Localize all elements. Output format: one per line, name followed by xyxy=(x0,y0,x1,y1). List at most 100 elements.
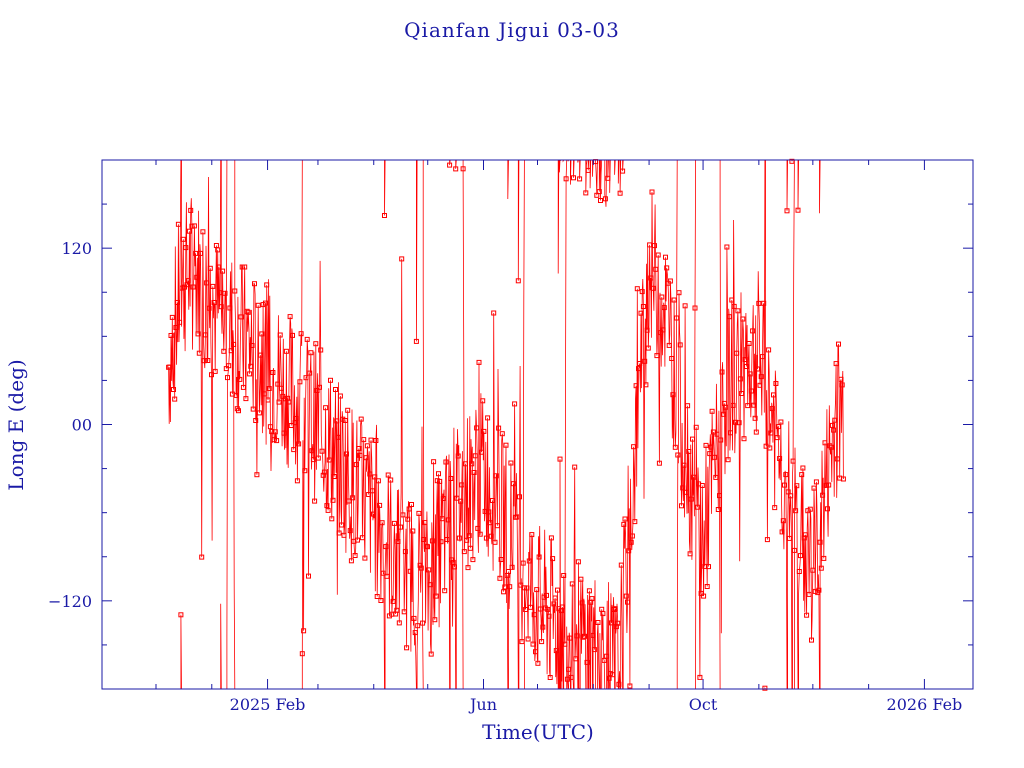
data-point-marker xyxy=(600,611,606,617)
data-point-marker xyxy=(458,498,464,504)
data-point-marker xyxy=(632,519,638,525)
data-point-marker xyxy=(720,411,726,417)
data-point-marker xyxy=(372,474,378,480)
data-point-marker xyxy=(615,620,621,626)
data-point-marker xyxy=(304,336,310,342)
data-point-marker xyxy=(254,472,260,478)
data-point-marker xyxy=(768,430,774,436)
data-point-marker xyxy=(486,509,492,515)
data-point-marker xyxy=(717,493,722,499)
data-point-marker xyxy=(679,503,684,509)
series-line xyxy=(168,159,844,690)
data-point-marker xyxy=(596,189,602,195)
data-point-marker xyxy=(656,460,662,466)
data-point-marker xyxy=(825,506,830,512)
data-point-marker xyxy=(306,573,311,579)
data-point-marker xyxy=(399,256,405,262)
data-point-marker xyxy=(512,401,518,407)
data-point-marker xyxy=(777,456,783,461)
data-point-marker xyxy=(479,449,484,455)
data-point-marker xyxy=(728,430,733,436)
data-point-marker xyxy=(469,461,475,467)
data-point-marker xyxy=(779,529,785,535)
data-point-marker xyxy=(183,245,189,251)
data-point-marker xyxy=(649,189,655,195)
data-point-marker xyxy=(492,539,498,545)
data-point-marker xyxy=(331,474,337,479)
data-point-marker xyxy=(466,533,472,539)
data-point-marker xyxy=(472,453,478,459)
data-point-marker xyxy=(509,564,515,570)
data-point-marker xyxy=(676,290,682,296)
data-point-marker xyxy=(794,483,800,489)
data-point-marker xyxy=(571,175,576,181)
data-point-marker xyxy=(172,396,178,402)
data-point-marker xyxy=(680,485,686,491)
data-point-marker xyxy=(746,341,752,346)
data-point-marker xyxy=(299,651,305,657)
data-point-marker xyxy=(410,528,416,534)
data-point-marker xyxy=(562,641,568,647)
data-point-marker xyxy=(255,302,261,308)
data-point-marker xyxy=(591,647,597,653)
data-point-marker xyxy=(756,300,762,306)
data-point-marker xyxy=(780,518,786,524)
data-point-marker xyxy=(514,514,520,520)
data-point-marker xyxy=(375,478,381,484)
data-point-marker xyxy=(602,196,608,202)
data-point-marker xyxy=(291,447,297,453)
data-point-marker xyxy=(806,591,812,597)
data-point-marker xyxy=(762,685,768,691)
data-point-marker xyxy=(789,158,795,164)
data-point-marker xyxy=(622,516,628,522)
data-point-marker xyxy=(261,391,267,397)
data-point-marker xyxy=(775,424,781,430)
data-point-marker xyxy=(337,393,343,399)
data-point-marker xyxy=(529,532,535,538)
data-point-marker xyxy=(485,415,491,421)
x-axis: 2025 Feb Jun Oct 2026 Feb xyxy=(101,160,962,714)
data-point-marker xyxy=(443,459,449,465)
data-point-marker xyxy=(293,416,299,421)
data-point-marker xyxy=(836,341,841,347)
data-point-marker xyxy=(385,472,391,478)
data-point-marker xyxy=(631,444,637,450)
data-point-marker xyxy=(610,672,616,678)
data-point-marker xyxy=(515,278,521,284)
data-point-marker xyxy=(688,496,694,502)
data-point-marker xyxy=(313,341,319,347)
data-point-marker xyxy=(670,392,676,398)
data-point-marker xyxy=(471,470,477,475)
data-point-marker xyxy=(499,431,505,437)
data-point-marker xyxy=(263,300,268,306)
data-point-marker xyxy=(611,607,617,612)
data-point-marker xyxy=(715,507,721,512)
data-point-marker xyxy=(744,364,749,369)
data-point-marker xyxy=(578,576,584,582)
data-point-marker xyxy=(802,532,808,538)
data-point-marker xyxy=(199,554,205,560)
data-point-marker xyxy=(348,558,354,564)
data-point-marker xyxy=(171,387,176,392)
data-point-marker xyxy=(233,392,239,398)
data-point-marker xyxy=(425,544,430,550)
x-tick-label: Oct xyxy=(689,695,718,714)
data-point-marker xyxy=(312,498,318,504)
data-point-marker xyxy=(774,435,780,441)
data-point-marker xyxy=(612,606,618,612)
data-point-marker xyxy=(409,502,414,507)
data-point-marker xyxy=(590,632,596,638)
data-point-marker xyxy=(442,588,448,594)
data-point-marker xyxy=(669,356,675,361)
data-point-marker xyxy=(575,559,581,565)
data-point-marker xyxy=(367,471,373,477)
data-point-marker xyxy=(429,538,435,544)
data-point-marker xyxy=(420,620,426,626)
data-point-marker xyxy=(694,504,700,510)
data-point-marker xyxy=(833,361,839,367)
data-point-marker xyxy=(764,537,770,543)
data-point-marker xyxy=(726,314,732,320)
data-point-marker xyxy=(724,244,730,250)
data-point-marker xyxy=(523,607,529,612)
data-point-marker xyxy=(195,331,201,337)
